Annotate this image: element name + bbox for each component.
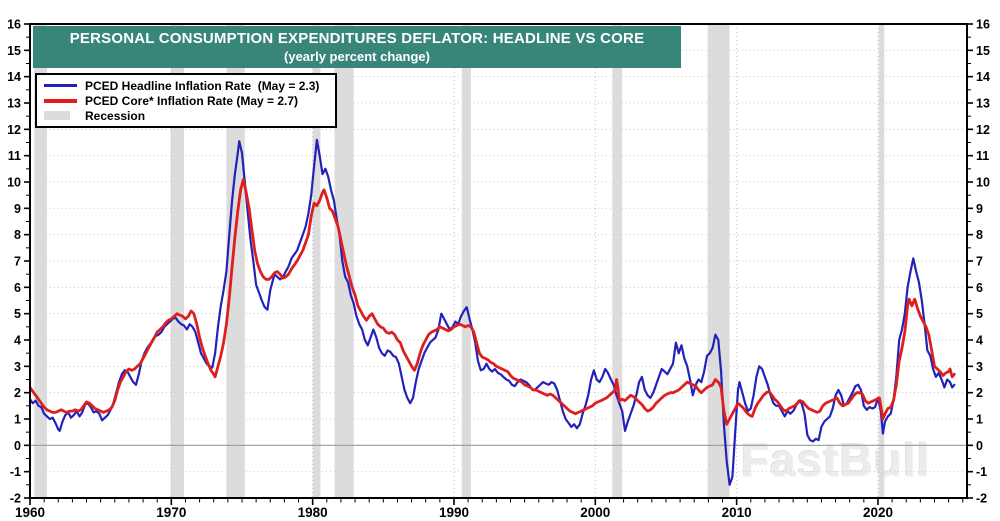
legend-box: PCED Headline Inflation Rate (May = 2.3)… <box>35 73 337 128</box>
chart-title: PERSONAL CONSUMPTION EXPENDITURES DEFLAT… <box>69 30 645 47</box>
y-axis-label-right: 3 <box>976 360 983 374</box>
y-axis-label-left: 13 <box>7 97 21 111</box>
x-axis-label: 1960 <box>15 505 45 520</box>
headline-inflation-line <box>30 138 956 486</box>
y-axis-label-left: 1 <box>14 413 21 427</box>
x-axis-label: 2020 <box>863 505 893 520</box>
y-axis-label-right: 16 <box>976 18 990 32</box>
recession-band <box>170 24 185 498</box>
y-axis-label-right: 7 <box>976 255 983 269</box>
chart-subtitle: (yearly percent change) <box>284 49 430 64</box>
y-axis-label-left: 8 <box>14 228 21 242</box>
y-axis-label-right: 9 <box>976 202 983 216</box>
core-inflation-line <box>30 177 956 426</box>
y-axis-label-right: 10 <box>976 176 990 190</box>
y-axis-label-right: -1 <box>976 465 987 479</box>
y-axis-label-left: 7 <box>14 255 21 269</box>
legend-label-core: PCED Core* Inflation Rate (May = 2.7) <box>85 93 299 108</box>
headline-line-swatch <box>44 84 77 87</box>
y-axis-label-left: 5 <box>14 307 21 321</box>
legend-item-recession: Recession <box>44 108 335 123</box>
x-axis-ticks <box>29 499 964 505</box>
y-axis-ticks <box>24 23 973 499</box>
y-axis-label-left: 9 <box>14 202 21 216</box>
y-axis-label-left: 2 <box>14 386 21 400</box>
y-axis-label-right: 0 <box>976 439 983 453</box>
plot-frame <box>29 23 968 499</box>
recession-band <box>461 24 471 498</box>
y-axis-label-right: 12 <box>976 123 990 137</box>
x-axis-label: 1990 <box>439 505 469 520</box>
legend-label-recession: Recession <box>85 108 146 123</box>
y-axis-label-right: 8 <box>976 228 983 242</box>
recession-band <box>34 24 47 498</box>
y-axis-label-left: 11 <box>8 149 21 163</box>
y-axis-label-right: 11 <box>976 149 989 163</box>
y-axis-label-right: 6 <box>976 281 983 295</box>
x-axis-label: 2000 <box>580 505 610 520</box>
y-axis-label-right: 13 <box>976 97 990 111</box>
recession-band-swatch <box>44 111 70 120</box>
core-line-swatch <box>44 98 77 103</box>
recession-band <box>612 24 623 498</box>
y-axis-label-right: 5 <box>976 307 983 321</box>
y-axis-label-right: 4 <box>976 334 983 348</box>
y-axis-label-left: 15 <box>7 44 21 58</box>
y-axis-label-left: 4 <box>14 334 21 348</box>
decade-gridlines <box>170 24 879 498</box>
y-axis-label-left: -2 <box>10 492 21 506</box>
recession-band <box>312 24 321 498</box>
y-axis-label-left: 6 <box>14 281 21 295</box>
recession-band <box>878 24 885 498</box>
y-axis-label-right: 2 <box>976 386 983 400</box>
fastbull-watermark: FastBull <box>741 434 931 486</box>
recession-band <box>707 24 730 498</box>
y-axis-label-left: 12 <box>7 123 21 137</box>
x-axis-label: 1980 <box>298 505 328 520</box>
chart-title-banner: PERSONAL CONSUMPTION EXPENDITURES DEFLAT… <box>33 26 681 68</box>
horizontal-gridlines <box>30 49 967 473</box>
y-axis-label-left: 0 <box>14 439 21 453</box>
legend-label-headline: PCED Headline Inflation Rate (May = 2.3) <box>85 78 320 93</box>
legend-item-core: PCED Core* Inflation Rate (May = 2.7) <box>44 93 335 108</box>
y-axis-label-right: 1 <box>976 413 983 427</box>
y-axis-label-left: 16 <box>7 18 21 32</box>
y-axis-label-left: 14 <box>7 70 21 84</box>
y-axis-label-right: 14 <box>976 70 990 84</box>
y-axis-label-left: -1 <box>10 465 21 479</box>
legend-item-headline: PCED Headline Inflation Rate (May = 2.3) <box>44 78 335 93</box>
x-axis-labels: 1960 1970 1980 1990 2000 2010 2020 <box>15 505 893 520</box>
y-axis-label-right: -2 <box>976 492 987 506</box>
x-axis-label: 2010 <box>722 505 752 520</box>
y-axis-label-left: 10 <box>7 176 21 190</box>
y-axis-label-right: 15 <box>976 44 990 58</box>
y-axis-label-left: 3 <box>14 360 21 374</box>
x-axis-label: 1970 <box>156 505 186 520</box>
